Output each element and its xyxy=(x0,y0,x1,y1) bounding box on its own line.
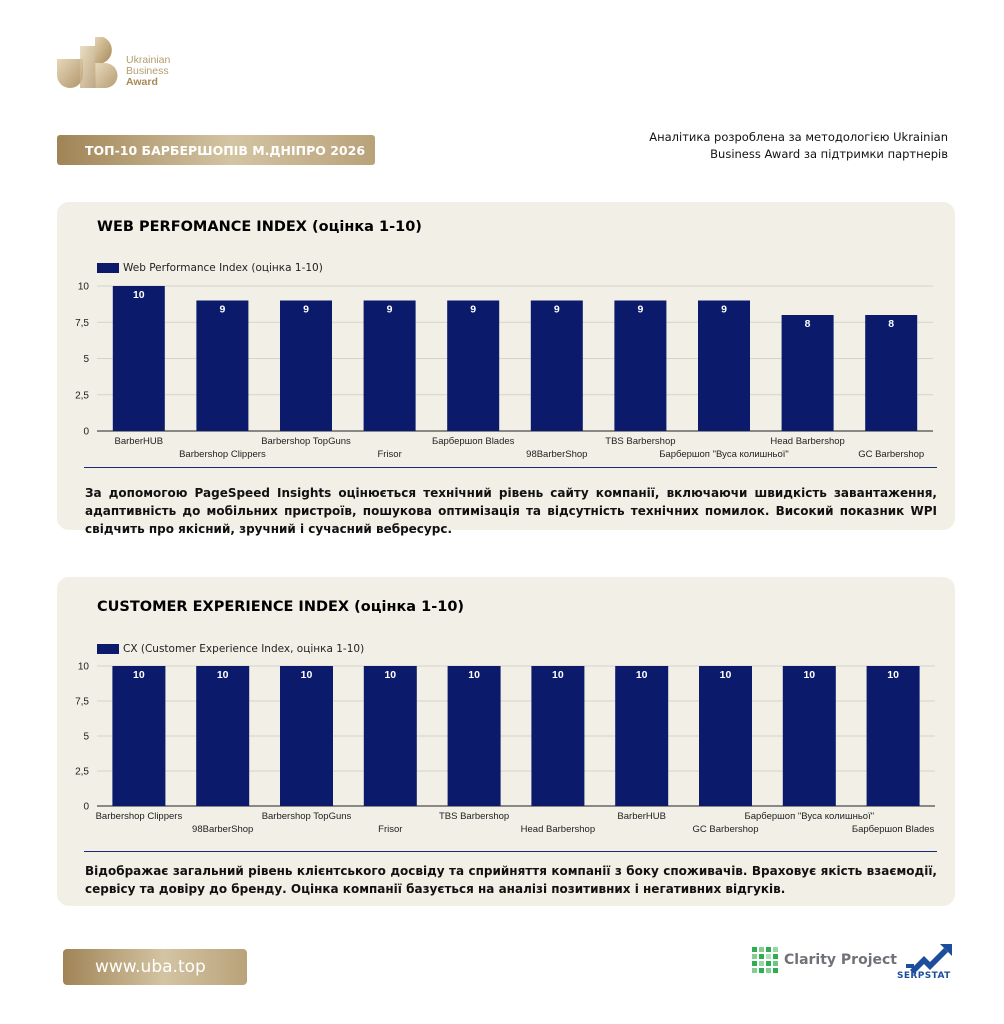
methodology-note: Аналітика розроблена за методологією Ukr… xyxy=(649,130,948,161)
cx-x-tick-label: Барбершоп Blades xyxy=(852,824,935,835)
wpi-x-tick-label: Frisor xyxy=(377,449,401,460)
clarity-project-logo-icon xyxy=(752,947,778,973)
wpi-bar xyxy=(781,315,834,431)
wpi-data-label: 9 xyxy=(637,304,643,316)
logo-line-2: Business xyxy=(126,65,169,77)
cx-bar xyxy=(280,666,333,806)
cx-bar xyxy=(866,666,920,806)
wpi-description: За допомогою PageSpeed Insights оцінюєть… xyxy=(85,486,937,536)
cx-x-tick-label: Barbershop TopGuns xyxy=(262,811,352,822)
wpi-legend-label: Web Performance Index (оцінка 1-10) xyxy=(123,262,323,274)
logo-line-3: Award xyxy=(126,76,158,88)
wpi-bar xyxy=(280,300,332,431)
cx-x-tick-label: 98BarberShop xyxy=(192,824,253,835)
wpi-data-label: 8 xyxy=(888,318,894,330)
cx-data-label: 10 xyxy=(552,669,564,681)
cx-x-tick-label: Head Barbershop xyxy=(521,824,595,835)
cx-data-label: 10 xyxy=(217,669,229,681)
logo-line-1: Ukrainian xyxy=(126,54,171,66)
cx-legend-label: CX (Customer Experience Index, оцінка 1-… xyxy=(123,643,365,655)
clarity-project-logo: Clarity Project xyxy=(752,947,897,973)
cx-y-tick-label: 7,5 xyxy=(75,697,89,708)
cx-y-tick-label: 10 xyxy=(78,662,90,673)
cx-x-tick-label: Барбершоп "Вуса колишньої" xyxy=(744,811,874,822)
cx-x-tick-label: GC Barbershop xyxy=(692,824,758,835)
wpi-x-tick-label: Head Barbershop xyxy=(770,436,844,447)
cx-x-tick-label: Frisor xyxy=(378,824,402,835)
cx-bar xyxy=(531,666,585,806)
logo-wordmark: Ukrainian Business Award xyxy=(126,55,170,88)
cx-legend-swatch xyxy=(97,644,119,654)
wpi-data-label: 9 xyxy=(387,304,393,316)
cx-chart: 0 2,5 5 7,5 10 10 Barbershop Clippers 10 98Barbe… xyxy=(75,662,935,835)
wpi-x-tick-label: Barbershop TopGuns xyxy=(261,436,351,447)
wpi-data-label: 9 xyxy=(303,304,309,316)
cx-data-label: 10 xyxy=(887,669,899,681)
wpi-title: WEB PERFOMANCE INDEX (оцінка 1-10) xyxy=(97,219,422,235)
wpi-x-tick-label: Барбершоп Blades xyxy=(432,436,515,447)
wpi-data-label: 9 xyxy=(721,304,727,316)
cx-bar xyxy=(615,666,669,806)
cx-bar xyxy=(112,666,166,806)
wpi-bar xyxy=(447,300,500,431)
wpi-legend-swatch xyxy=(97,263,119,273)
wpi-bar xyxy=(363,300,416,431)
cx-bar xyxy=(699,666,752,806)
wpi-data-label: 9 xyxy=(219,304,225,316)
serpstat-logo-icon xyxy=(906,944,952,974)
cx-bar xyxy=(447,666,501,806)
cx-x-tick-label: Barbershop Clippers xyxy=(96,811,183,822)
wpi-data-label: 9 xyxy=(554,304,560,316)
wpi-x-tick-label: TBS Barbershop xyxy=(605,436,675,447)
wpi-legend: Web Performance Index (оцінка 1-10) xyxy=(97,262,323,274)
wpi-data-label: 10 xyxy=(133,289,145,301)
wpi-bar xyxy=(196,300,249,431)
uba-logo-icon xyxy=(57,37,118,88)
wpi-x-tick-label: Barbershop Clippers xyxy=(179,449,266,460)
page-title: ТОП-10 БАРБЕРШОПІВ М.ДНІПРО 2026 xyxy=(57,135,375,165)
wpi-x-tick-label: BarberHUB xyxy=(115,436,164,447)
clarity-project-label: Clarity Project xyxy=(784,952,897,968)
wpi-bar xyxy=(614,300,667,431)
cx-data-label: 10 xyxy=(133,669,145,681)
wpi-y-tick-label: 0 xyxy=(83,427,89,438)
cx-data-label: 10 xyxy=(720,669,732,681)
wpi-divider xyxy=(84,467,937,468)
wpi-y-tick-label: 2,5 xyxy=(75,390,89,401)
wpi-x-tick-label: GC Barbershop xyxy=(858,449,924,460)
wpi-data-label: 8 xyxy=(805,318,811,330)
wpi-bar xyxy=(112,286,165,431)
cx-x-tick-label: BarberHUB xyxy=(617,811,666,822)
website-link[interactable]: www.uba.top xyxy=(63,949,247,985)
wpi-x-tick-label: 98BarberShop xyxy=(526,449,587,460)
cx-data-label: 10 xyxy=(384,669,396,681)
wpi-chart: 0 2,5 5 7,5 10 10 BarberHUB 9 Barbershop Clipper… xyxy=(75,282,933,460)
cx-description: Відображає загальний рівень клієнтського… xyxy=(85,864,937,896)
cx-divider xyxy=(84,851,937,852)
cx-bar xyxy=(196,666,250,806)
cx-y-tick-label: 2,5 xyxy=(75,767,89,778)
wpi-bar xyxy=(698,300,750,431)
wpi-y-tick-label: 7,5 xyxy=(75,318,89,329)
wpi-y-tick-label: 5 xyxy=(83,354,89,365)
wpi-data-label: 9 xyxy=(470,304,476,316)
wpi-bar xyxy=(865,315,918,431)
wpi-card: WEB PERFOMANCE INDEX (оцінка 1-10) Web P… xyxy=(57,202,955,536)
wpi-x-tick-label: Барбершоп "Вуса колишньої" xyxy=(659,449,789,460)
cx-x-tick-label: TBS Barbershop xyxy=(439,811,509,822)
cx-data-label: 10 xyxy=(301,669,313,681)
cx-data-label: 10 xyxy=(636,669,648,681)
cx-card: CUSTOMER EXPERIENCE INDEX (оцінка 1-10) … xyxy=(57,577,955,906)
wpi-y-tick-label: 10 xyxy=(78,282,90,293)
cx-data-label: 10 xyxy=(803,669,815,681)
cx-y-tick-label: 0 xyxy=(83,802,89,813)
cx-y-tick-label: 5 xyxy=(83,732,89,743)
cx-bar xyxy=(363,666,417,806)
cx-bar xyxy=(782,666,836,806)
cx-data-label: 10 xyxy=(468,669,480,681)
serpstat-label: SERPSTAT xyxy=(897,971,951,981)
wpi-bar xyxy=(530,300,583,431)
cx-legend: CX (Customer Experience Index, оцінка 1-… xyxy=(97,643,364,655)
cx-title: CUSTOMER EXPERIENCE INDEX (оцінка 1-10) xyxy=(97,599,465,615)
